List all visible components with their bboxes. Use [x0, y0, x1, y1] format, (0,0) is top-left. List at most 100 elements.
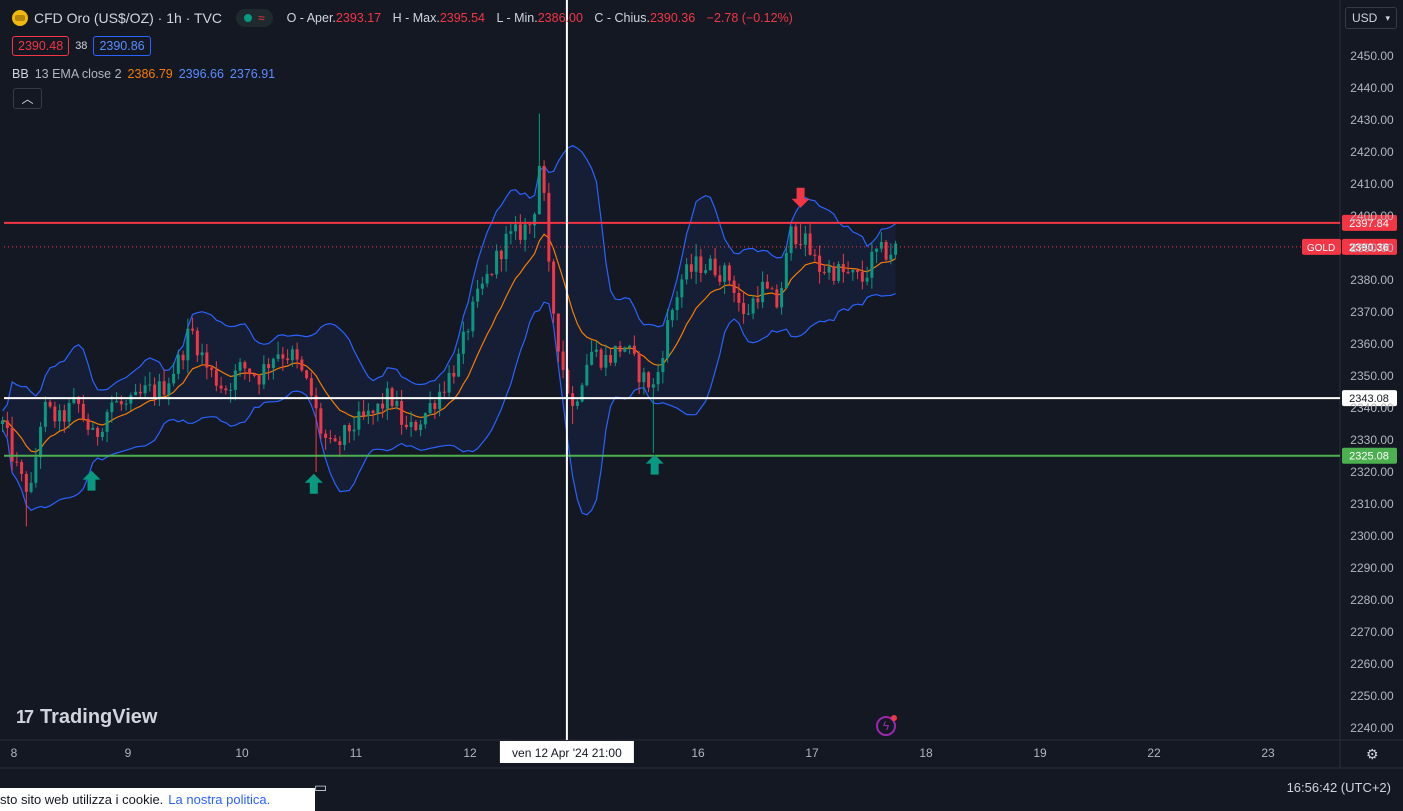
time-tick-label: 8 [11, 746, 18, 760]
candle-body [476, 288, 480, 302]
candle-body [704, 270, 708, 273]
price-tick-label: 2370.00 [1350, 305, 1394, 319]
candle-body [124, 403, 128, 405]
candle-body [419, 424, 423, 431]
candle-body [300, 359, 304, 371]
collapse-legend-button[interactable]: ︿ [13, 88, 42, 109]
candle-body [143, 385, 147, 394]
price-tick-label: 2270.00 [1350, 625, 1394, 639]
candle-body [708, 258, 712, 271]
candle-body [100, 431, 104, 438]
candle-body [1, 420, 5, 424]
price-tick-label: 2350.00 [1350, 369, 1394, 383]
candle-body [328, 437, 332, 439]
arrow-up-icon [304, 473, 323, 494]
candle-body [186, 328, 190, 361]
price-tick-label: 2360.00 [1350, 337, 1394, 351]
market-status-pill[interactable]: ≈ [235, 9, 273, 27]
price-tick-label: 2430.00 [1350, 113, 1394, 127]
candle-body [870, 251, 874, 278]
bollinger-basis-line [2, 233, 896, 453]
candle-body [533, 214, 537, 226]
candle-body [148, 384, 152, 386]
time-tick-label: 11 [350, 746, 363, 760]
lightning-icon[interactable]: ϟ [876, 715, 897, 736]
market-open-icon [243, 14, 252, 22]
candle-body [647, 372, 651, 388]
horizontal-lines: 2397.84 2343.08 2325.08 GOLD 2390.36 [4, 214, 1397, 464]
candle-body [252, 374, 256, 376]
arrow-up-icon [645, 454, 664, 475]
chevron-down-icon: ▾ [1385, 12, 1390, 23]
candle-body [376, 403, 380, 414]
candle-body [856, 270, 860, 272]
price-tick-label: 2390.00 [1350, 241, 1394, 255]
indicator-lower: 2376.91 [229, 67, 276, 81]
buy-price-button[interactable]: 2390.86 [93, 36, 151, 56]
candle-body [651, 384, 655, 388]
candle-body [338, 441, 342, 446]
indicator-legend[interactable]: BB 13 EMA close 2 2386.79 2396.66 2376.9… [12, 67, 275, 81]
price-tick-label: 2310.00 [1350, 497, 1394, 511]
candle-body [67, 402, 71, 422]
candle-body [851, 270, 855, 273]
cookie-policy-link[interactable]: La nostra politica. [168, 792, 271, 807]
settings-gear-icon[interactable]: ⚙ [1366, 746, 1379, 762]
candle-body [509, 231, 513, 234]
price-tick-label: 2300.00 [1350, 529, 1394, 543]
cookie-text: sto sito web utilizza i cookie. [0, 792, 164, 807]
candle-body [238, 362, 242, 371]
hline-price-label: 2343.08 [1349, 393, 1389, 405]
candle-body [243, 362, 247, 369]
candle-body [808, 233, 812, 255]
candle-body [685, 264, 689, 280]
candle-body [115, 401, 119, 403]
candle-body [723, 265, 727, 282]
sell-price-button[interactable]: 2390.48 [12, 36, 70, 56]
candle-body [718, 275, 722, 282]
candle-body [561, 351, 565, 370]
candle-body [751, 298, 755, 314]
currency-select[interactable]: USD ▾ [1345, 7, 1397, 29]
candle-body [604, 355, 608, 368]
symbol-title[interactable]: CFD Oro (US$/OZ) · 1h · TVC [34, 10, 222, 26]
candle-body [167, 383, 171, 395]
symbol-tag [1302, 238, 1341, 255]
candle-body [290, 349, 294, 361]
candle-body [742, 302, 746, 314]
candle-body [105, 411, 109, 432]
tradingview-logo[interactable]: 17 TradingView [16, 706, 157, 729]
candle-body [780, 288, 784, 308]
calendar-icon[interactable]: ▭ [314, 779, 328, 795]
candle-body [400, 400, 404, 425]
candle-body [556, 313, 560, 352]
price-tick-label: 2400.00 [1350, 209, 1394, 223]
open-label: O - Aper. [286, 11, 336, 25]
candle-body [81, 403, 85, 419]
candle-body [594, 349, 598, 352]
candle-body [286, 358, 290, 361]
tradingview-wordmark: TradingView [40, 706, 158, 728]
arrow-down-icon [791, 187, 810, 208]
candle-body [162, 381, 166, 395]
candle-body [48, 401, 52, 407]
candle-body [789, 226, 793, 254]
candle-body [366, 410, 370, 416]
candle-body [5, 420, 9, 429]
bollinger-upper-line [2, 144, 896, 412]
candle-body [699, 256, 703, 273]
candle-body [770, 288, 774, 290]
candle-body [305, 370, 309, 379]
candle-body [15, 461, 19, 463]
clock-readout[interactable]: 16:56:42 (UTC+2) [1286, 780, 1391, 795]
candle-body [841, 264, 845, 273]
candle-body [39, 426, 43, 458]
candle-body [271, 358, 275, 369]
time-tick-label: 12 [463, 746, 477, 760]
hline-price-label: 2397.84 [1349, 218, 1389, 230]
candle-body [894, 243, 898, 255]
candle-body [357, 411, 361, 430]
signal-arrows [82, 187, 810, 494]
